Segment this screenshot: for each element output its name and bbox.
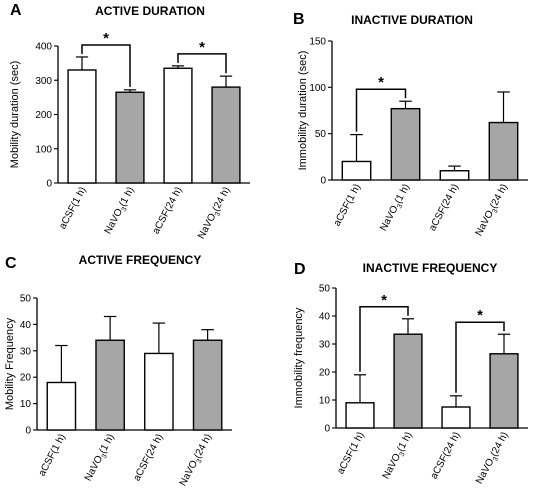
- x-tick-label: aCSF(24 h): [151, 185, 185, 236]
- y-tick-label: 10: [319, 396, 331, 407]
- x-tick-label: NaVO3(24 h): [474, 182, 512, 239]
- y-tick-label: 100: [309, 83, 326, 94]
- x-tick-label: NaVO3(24 h): [178, 432, 216, 489]
- significance-bracket: [355, 88, 407, 132]
- significance-bracket: [359, 306, 409, 372]
- significance-bracket: [81, 44, 131, 87]
- y-tick-label: 20: [319, 368, 331, 379]
- x-tick-label: aCSF(24 h): [427, 182, 461, 233]
- y-tick-label: 0: [320, 176, 326, 187]
- panel-letter: B: [293, 11, 305, 28]
- y-tick-label: 400: [35, 42, 52, 53]
- significance-star: *: [103, 30, 109, 47]
- bar: [95, 339, 125, 431]
- chart-title: ACTIVE FREQUENCY: [79, 253, 202, 267]
- bar: [441, 406, 471, 429]
- bar: [144, 352, 174, 431]
- x-tick-label: aCSF(1 h): [37, 432, 68, 478]
- x-tick-label: NaVO3(24 h): [474, 430, 512, 487]
- bar: [489, 353, 519, 429]
- y-tick-label: 50: [315, 129, 327, 140]
- panel-letter: C: [5, 255, 17, 272]
- bar: [345, 402, 375, 429]
- bar: [192, 339, 223, 431]
- panel-a: A ACTIVE DURATION 0 100 200 300 400 Mobility du…: [9, 2, 250, 242]
- significance-star: *: [199, 39, 205, 56]
- chart-title: INACTIVE FREQUENCY: [363, 261, 498, 275]
- x-tick-label: aCSF(24 h): [429, 430, 463, 481]
- y-tick-label: 50: [20, 294, 32, 305]
- bar: [46, 381, 77, 431]
- y-tick-label: 0: [25, 426, 31, 437]
- significance-star: *: [381, 292, 387, 309]
- x-tick-label: NaVO3(1 h): [83, 432, 119, 484]
- significance-bracket: [455, 321, 505, 393]
- bar: [211, 86, 241, 184]
- bar: [163, 67, 193, 184]
- y-tick-label: 20: [20, 373, 32, 384]
- y-axis-label: Immobility duration (sec): [297, 51, 309, 171]
- y-tick-label: 50: [319, 284, 331, 295]
- y-tick-label: 100: [35, 144, 52, 155]
- x-tick-label: NaVO3(1 h): [378, 182, 414, 234]
- y-tick-label: 150: [309, 37, 326, 48]
- bar: [393, 333, 423, 429]
- panel-d: D INACTIVE FREQUENCY 0 10 20 30 40 50 Immobility…: [293, 261, 528, 487]
- bar: [115, 91, 145, 184]
- y-axis-label: Mobility Frequency: [4, 317, 16, 410]
- y-tick-label: 30: [319, 340, 331, 351]
- y-tick-label: 200: [35, 110, 52, 121]
- x-tick-label: aCSF(1 h): [57, 185, 88, 231]
- x-tick-label: aCSF(1 h): [335, 430, 366, 476]
- significance-star: *: [378, 74, 384, 91]
- chart-title: INACTIVE DURATION: [351, 13, 473, 27]
- x-tick-label: NaVO3(1 h): [381, 430, 417, 482]
- bar: [439, 170, 470, 181]
- y-tick-label: 40: [20, 320, 32, 331]
- y-tick-label: 40: [319, 312, 331, 323]
- y-tick-label: 30: [20, 346, 32, 357]
- bar: [488, 121, 519, 181]
- y-axis-label: Mobility duration (sec): [9, 61, 21, 169]
- panel-letter: D: [294, 261, 306, 278]
- significance-bracket: [177, 53, 227, 74]
- y-tick-label: 0: [324, 424, 330, 435]
- panel-letter: A: [10, 2, 22, 19]
- x-tick-label: aCSF(24 h): [132, 432, 166, 483]
- x-tick-label: NaVO3(1 h): [103, 185, 139, 237]
- y-tick-label: 10: [20, 399, 32, 410]
- significance-star: *: [477, 307, 483, 324]
- bar: [67, 69, 97, 184]
- bar: [390, 107, 421, 181]
- x-tick-label: NaVO3(24 h): [196, 185, 234, 242]
- panel-c: C ACTIVE FREQUENCY 0 10 20 30 40 50 Mobility Fre…: [4, 253, 232, 489]
- bar: [341, 160, 372, 181]
- y-axis-label: Immobility frequency: [293, 307, 305, 408]
- y-tick-label: 300: [35, 76, 52, 87]
- x-tick-label: aCSF(1 h): [332, 182, 363, 228]
- y-tick-label: 0: [46, 179, 52, 190]
- chart-title: ACTIVE DURATION: [95, 4, 205, 18]
